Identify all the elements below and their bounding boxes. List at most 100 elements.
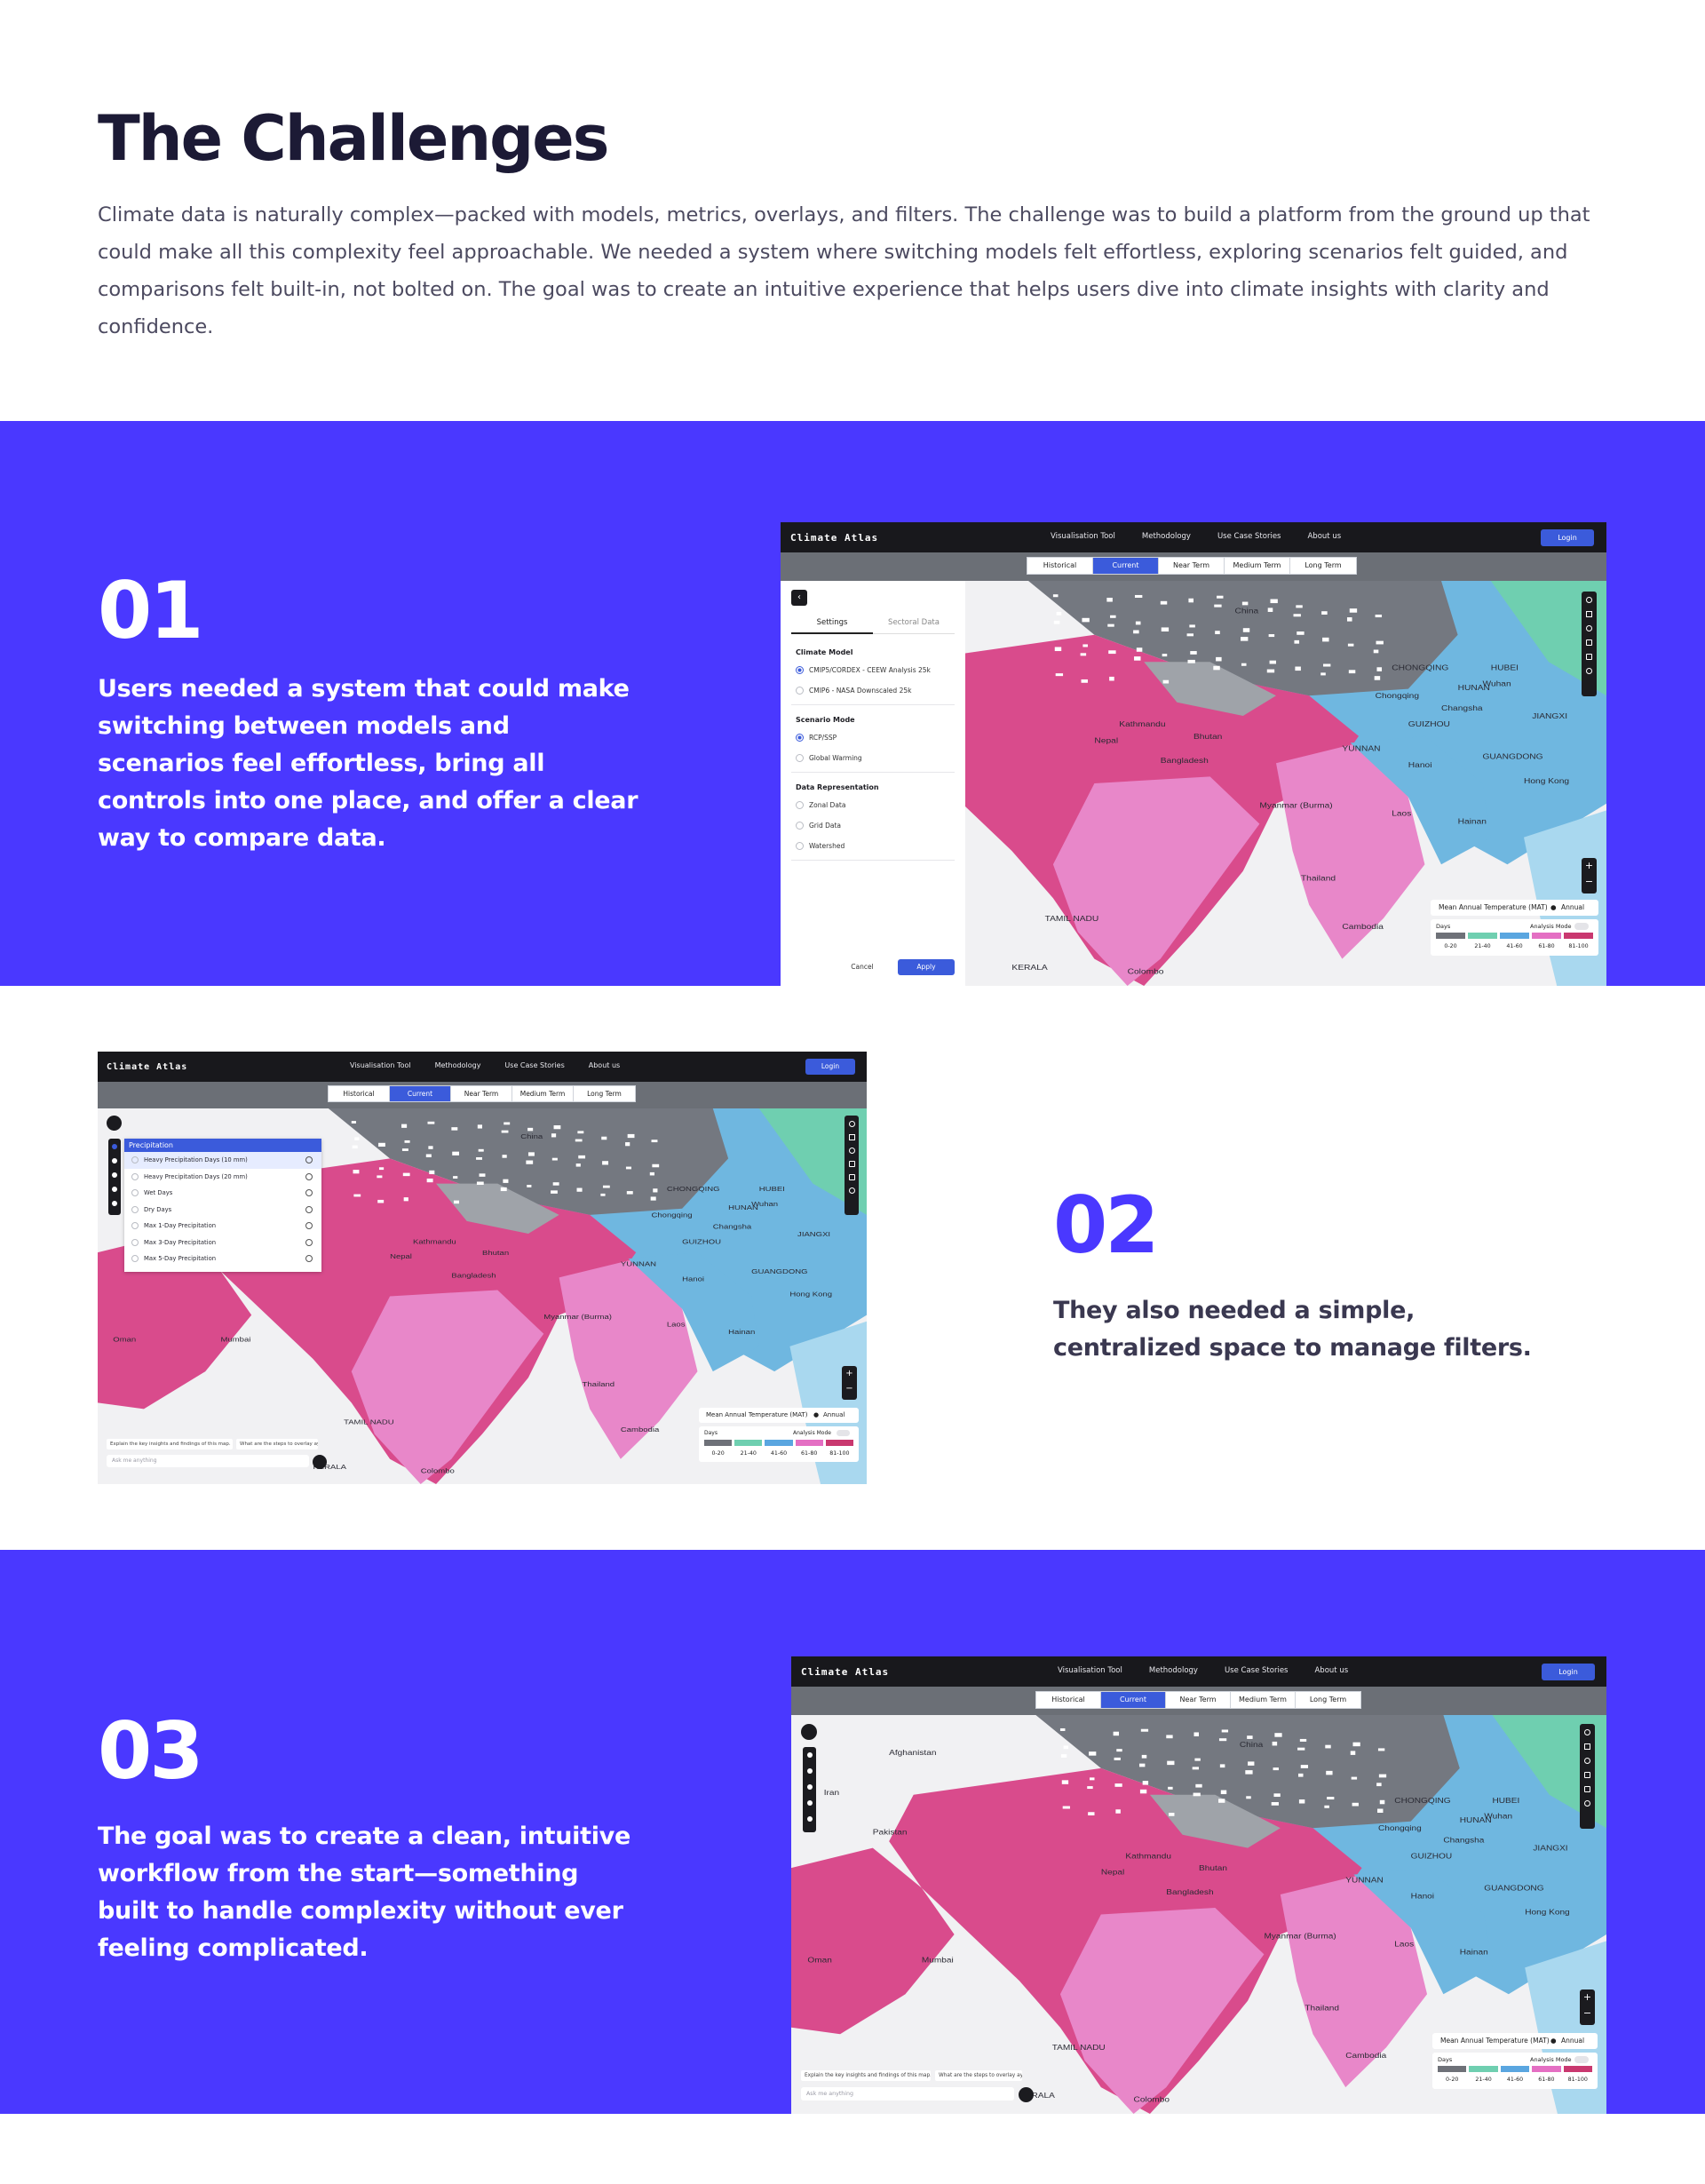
download-icon[interactable] bbox=[848, 1174, 855, 1180]
option-cmip6[interactable]: CMIP6 - NASA Downscaled 25k bbox=[796, 687, 911, 695]
legend-title-bar[interactable]: Mean Annual Temperature (MAT) ● Annual bbox=[1432, 2033, 1598, 2049]
share-icon[interactable] bbox=[848, 1187, 855, 1194]
login-button[interactable]: Login bbox=[1541, 529, 1594, 546]
climate-map[interactable]: China Nepal Myanmar (Burma) Thailand Laos Cam… bbox=[98, 1108, 867, 1484]
radio-icon[interactable] bbox=[131, 1205, 139, 1213]
option-zonal-data[interactable]: Zonal Data bbox=[796, 801, 845, 809]
zoom-in-button[interactable]: + bbox=[1584, 860, 1594, 871]
analysis-mode-toggle[interactable] bbox=[837, 1430, 850, 1436]
tab-current[interactable]: Current bbox=[1093, 558, 1159, 574]
download-icon[interactable] bbox=[1584, 1786, 1590, 1792]
wind-icon[interactable] bbox=[112, 1187, 117, 1192]
suggestion-chip[interactable]: Explain the key insights and findings of… bbox=[801, 2070, 931, 2081]
app-brand[interactable]: Climate Atlas bbox=[801, 1665, 890, 1678]
nav-use-case-stories[interactable]: Use Case Stories bbox=[1217, 532, 1281, 541]
thermometer-icon[interactable] bbox=[112, 1201, 117, 1206]
radio-icon[interactable] bbox=[796, 687, 804, 695]
login-button[interactable]: Login bbox=[805, 1059, 855, 1075]
tab-medium-term[interactable]: Medium Term bbox=[512, 1086, 574, 1101]
radio-icon[interactable] bbox=[131, 1172, 139, 1180]
filter-item[interactable]: Heavy Precipitation Days (10 mm) bbox=[124, 1152, 321, 1169]
zoom-out-button[interactable]: − bbox=[1584, 876, 1594, 887]
precipitation-icon[interactable] bbox=[806, 1752, 813, 1758]
info-icon[interactable] bbox=[305, 1205, 313, 1213]
radio-icon[interactable] bbox=[131, 1222, 139, 1230]
nav-visualisation-tool[interactable]: Visualisation Tool bbox=[1051, 532, 1115, 541]
analysis-mode-toggle[interactable] bbox=[1574, 2056, 1589, 2063]
radio-icon[interactable] bbox=[131, 1238, 139, 1246]
layers-icon[interactable] bbox=[848, 1161, 855, 1167]
flag-icon[interactable] bbox=[848, 1134, 855, 1140]
radio-icon[interactable] bbox=[131, 1156, 139, 1164]
app-brand[interactable]: Climate Atlas bbox=[107, 1061, 188, 1072]
globe-icon[interactable] bbox=[801, 1724, 817, 1740]
layers-icon[interactable] bbox=[1586, 639, 1592, 646]
camera-icon[interactable] bbox=[1584, 1758, 1590, 1764]
precipitation-icon[interactable] bbox=[112, 1144, 117, 1149]
filter-item[interactable]: Heavy Precipitation Days (20 mm) bbox=[124, 1169, 321, 1186]
tab-near-term[interactable]: Near Term bbox=[1159, 558, 1225, 574]
tab-settings[interactable]: Settings bbox=[791, 618, 873, 634]
tab-near-term[interactable]: Near Term bbox=[1166, 1692, 1231, 1708]
nav-use-case-stories[interactable]: Use Case Stories bbox=[504, 1061, 565, 1069]
option-grid-data[interactable]: Grid Data bbox=[796, 822, 841, 830]
tab-historical[interactable]: Historical bbox=[1036, 1692, 1101, 1708]
option-watershed[interactable]: Watershed bbox=[796, 842, 845, 850]
search-icon[interactable] bbox=[1584, 1729, 1590, 1735]
tab-historical[interactable]: Historical bbox=[329, 1086, 390, 1101]
radio-icon[interactable] bbox=[796, 734, 804, 742]
filter-item[interactable]: Wet Days bbox=[124, 1185, 321, 1202]
nav-visualisation-tool[interactable]: Visualisation Tool bbox=[350, 1061, 411, 1069]
login-button[interactable]: Login bbox=[1542, 1664, 1595, 1680]
camera-icon[interactable] bbox=[848, 1148, 855, 1154]
tab-near-term[interactable]: Near Term bbox=[451, 1086, 512, 1101]
tab-long-term[interactable]: Long Term bbox=[587, 1090, 622, 1098]
zoom-in-button[interactable]: + bbox=[845, 1369, 853, 1378]
flag-icon[interactable] bbox=[1586, 611, 1592, 617]
thermometer-icon[interactable] bbox=[806, 1816, 813, 1822]
ask-input[interactable]: Ask me anything bbox=[801, 2087, 1014, 2101]
tab-current[interactable]: Current bbox=[1101, 1692, 1166, 1708]
tab-historical[interactable]: Historical bbox=[1027, 558, 1093, 574]
nav-methodology[interactable]: Methodology bbox=[434, 1061, 481, 1069]
tab-sectoral-data[interactable]: Sectoral Data bbox=[873, 618, 955, 634]
wind-icon[interactable] bbox=[806, 1800, 813, 1806]
info-icon[interactable] bbox=[305, 1172, 313, 1180]
apply-button[interactable]: Apply bbox=[898, 959, 955, 975]
radio-icon[interactable] bbox=[131, 1255, 139, 1263]
share-icon[interactable] bbox=[1586, 668, 1592, 674]
filter-item[interactable]: Max 1-Day Precipitation bbox=[124, 1218, 321, 1235]
option-global-warming[interactable]: Global Warming bbox=[796, 754, 862, 762]
suggestion-chip[interactable]: What are the steps to overlay ay bbox=[236, 1439, 318, 1449]
zoom-in-button[interactable]: + bbox=[1582, 1991, 1592, 2003]
temperature-icon[interactable] bbox=[806, 1768, 813, 1774]
nav-methodology[interactable]: Methodology bbox=[1141, 532, 1191, 541]
info-icon[interactable] bbox=[305, 1255, 313, 1262]
camera-icon[interactable] bbox=[1586, 625, 1592, 631]
info-icon[interactable] bbox=[305, 1156, 313, 1163]
radio-icon[interactable] bbox=[131, 1189, 139, 1197]
layers-icon[interactable] bbox=[1584, 1772, 1590, 1778]
analysis-mode-toggle[interactable] bbox=[1574, 923, 1589, 930]
ask-ai-icon[interactable] bbox=[1019, 2087, 1034, 2102]
nav-about-us[interactable]: About us bbox=[588, 1061, 621, 1069]
info-icon[interactable] bbox=[305, 1238, 313, 1246]
globe-icon[interactable] bbox=[107, 1116, 122, 1131]
cancel-button[interactable]: Cancel bbox=[834, 959, 891, 975]
tab-long-term[interactable]: Long Term bbox=[1305, 561, 1342, 569]
tab-long-term[interactable]: Long Term bbox=[1309, 1696, 1347, 1704]
tab-current[interactable]: Current bbox=[390, 1086, 451, 1101]
radio-icon[interactable] bbox=[796, 842, 804, 850]
filter-item[interactable]: Max 5-Day Precipitation bbox=[124, 1251, 321, 1267]
nav-methodology[interactable]: Methodology bbox=[1148, 1666, 1198, 1675]
radio-icon[interactable] bbox=[796, 754, 804, 762]
zoom-out-button[interactable]: − bbox=[1582, 2007, 1592, 2019]
app-brand[interactable]: Climate Atlas bbox=[790, 531, 879, 544]
temperature-icon[interactable] bbox=[112, 1158, 117, 1163]
option-rcp-ssp[interactable]: RCP/SSP bbox=[796, 734, 837, 742]
nav-about-us[interactable]: About us bbox=[1307, 532, 1342, 541]
info-icon[interactable] bbox=[305, 1189, 313, 1196]
back-arrow-icon[interactable]: ‹ bbox=[791, 590, 807, 606]
snow-icon[interactable] bbox=[806, 1784, 813, 1790]
info-icon[interactable] bbox=[305, 1222, 313, 1229]
